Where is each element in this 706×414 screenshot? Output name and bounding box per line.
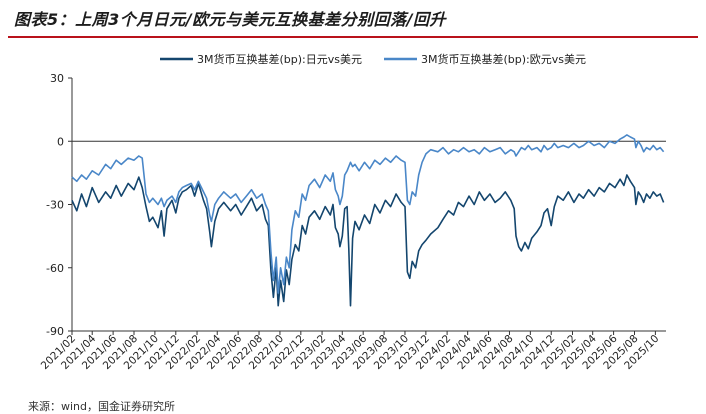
y-tick-label: -60 <box>46 262 64 275</box>
y-tick-label: 30 <box>50 72 64 85</box>
chart-legend: 3M货币互换基差(bp):日元vs美元 3M货币互换基差(bp):欧元vs美元 <box>160 52 586 66</box>
y-tick-label: -30 <box>46 199 64 212</box>
basis-swap-line-chart: 3M货币互换基差(bp):日元vs美元 3M货币互换基差(bp):欧元vs美元 … <box>39 52 666 372</box>
legend-label-eur: 3M货币互换基差(bp):欧元vs美元 <box>421 52 586 66</box>
y-tick-label: 0 <box>57 135 64 148</box>
figure-title: 图表5：上周3个月日元/欧元与美元互换基差分别回落/回升 <box>14 10 446 29</box>
chart-axes: 300-30-60-902021/022021/042021/062021/08… <box>39 72 666 372</box>
legend-label-jpy: 3M货币互换基差(bp):日元vs美元 <box>197 52 362 66</box>
series-line-eur-usd <box>71 134 665 294</box>
source-note: 来源：wind，国金证券研究所 <box>28 400 176 413</box>
y-tick-label: -90 <box>46 325 64 338</box>
chart-plot-area <box>71 134 665 307</box>
series-line-jpy-usd <box>71 174 665 307</box>
title-divider <box>8 36 698 38</box>
